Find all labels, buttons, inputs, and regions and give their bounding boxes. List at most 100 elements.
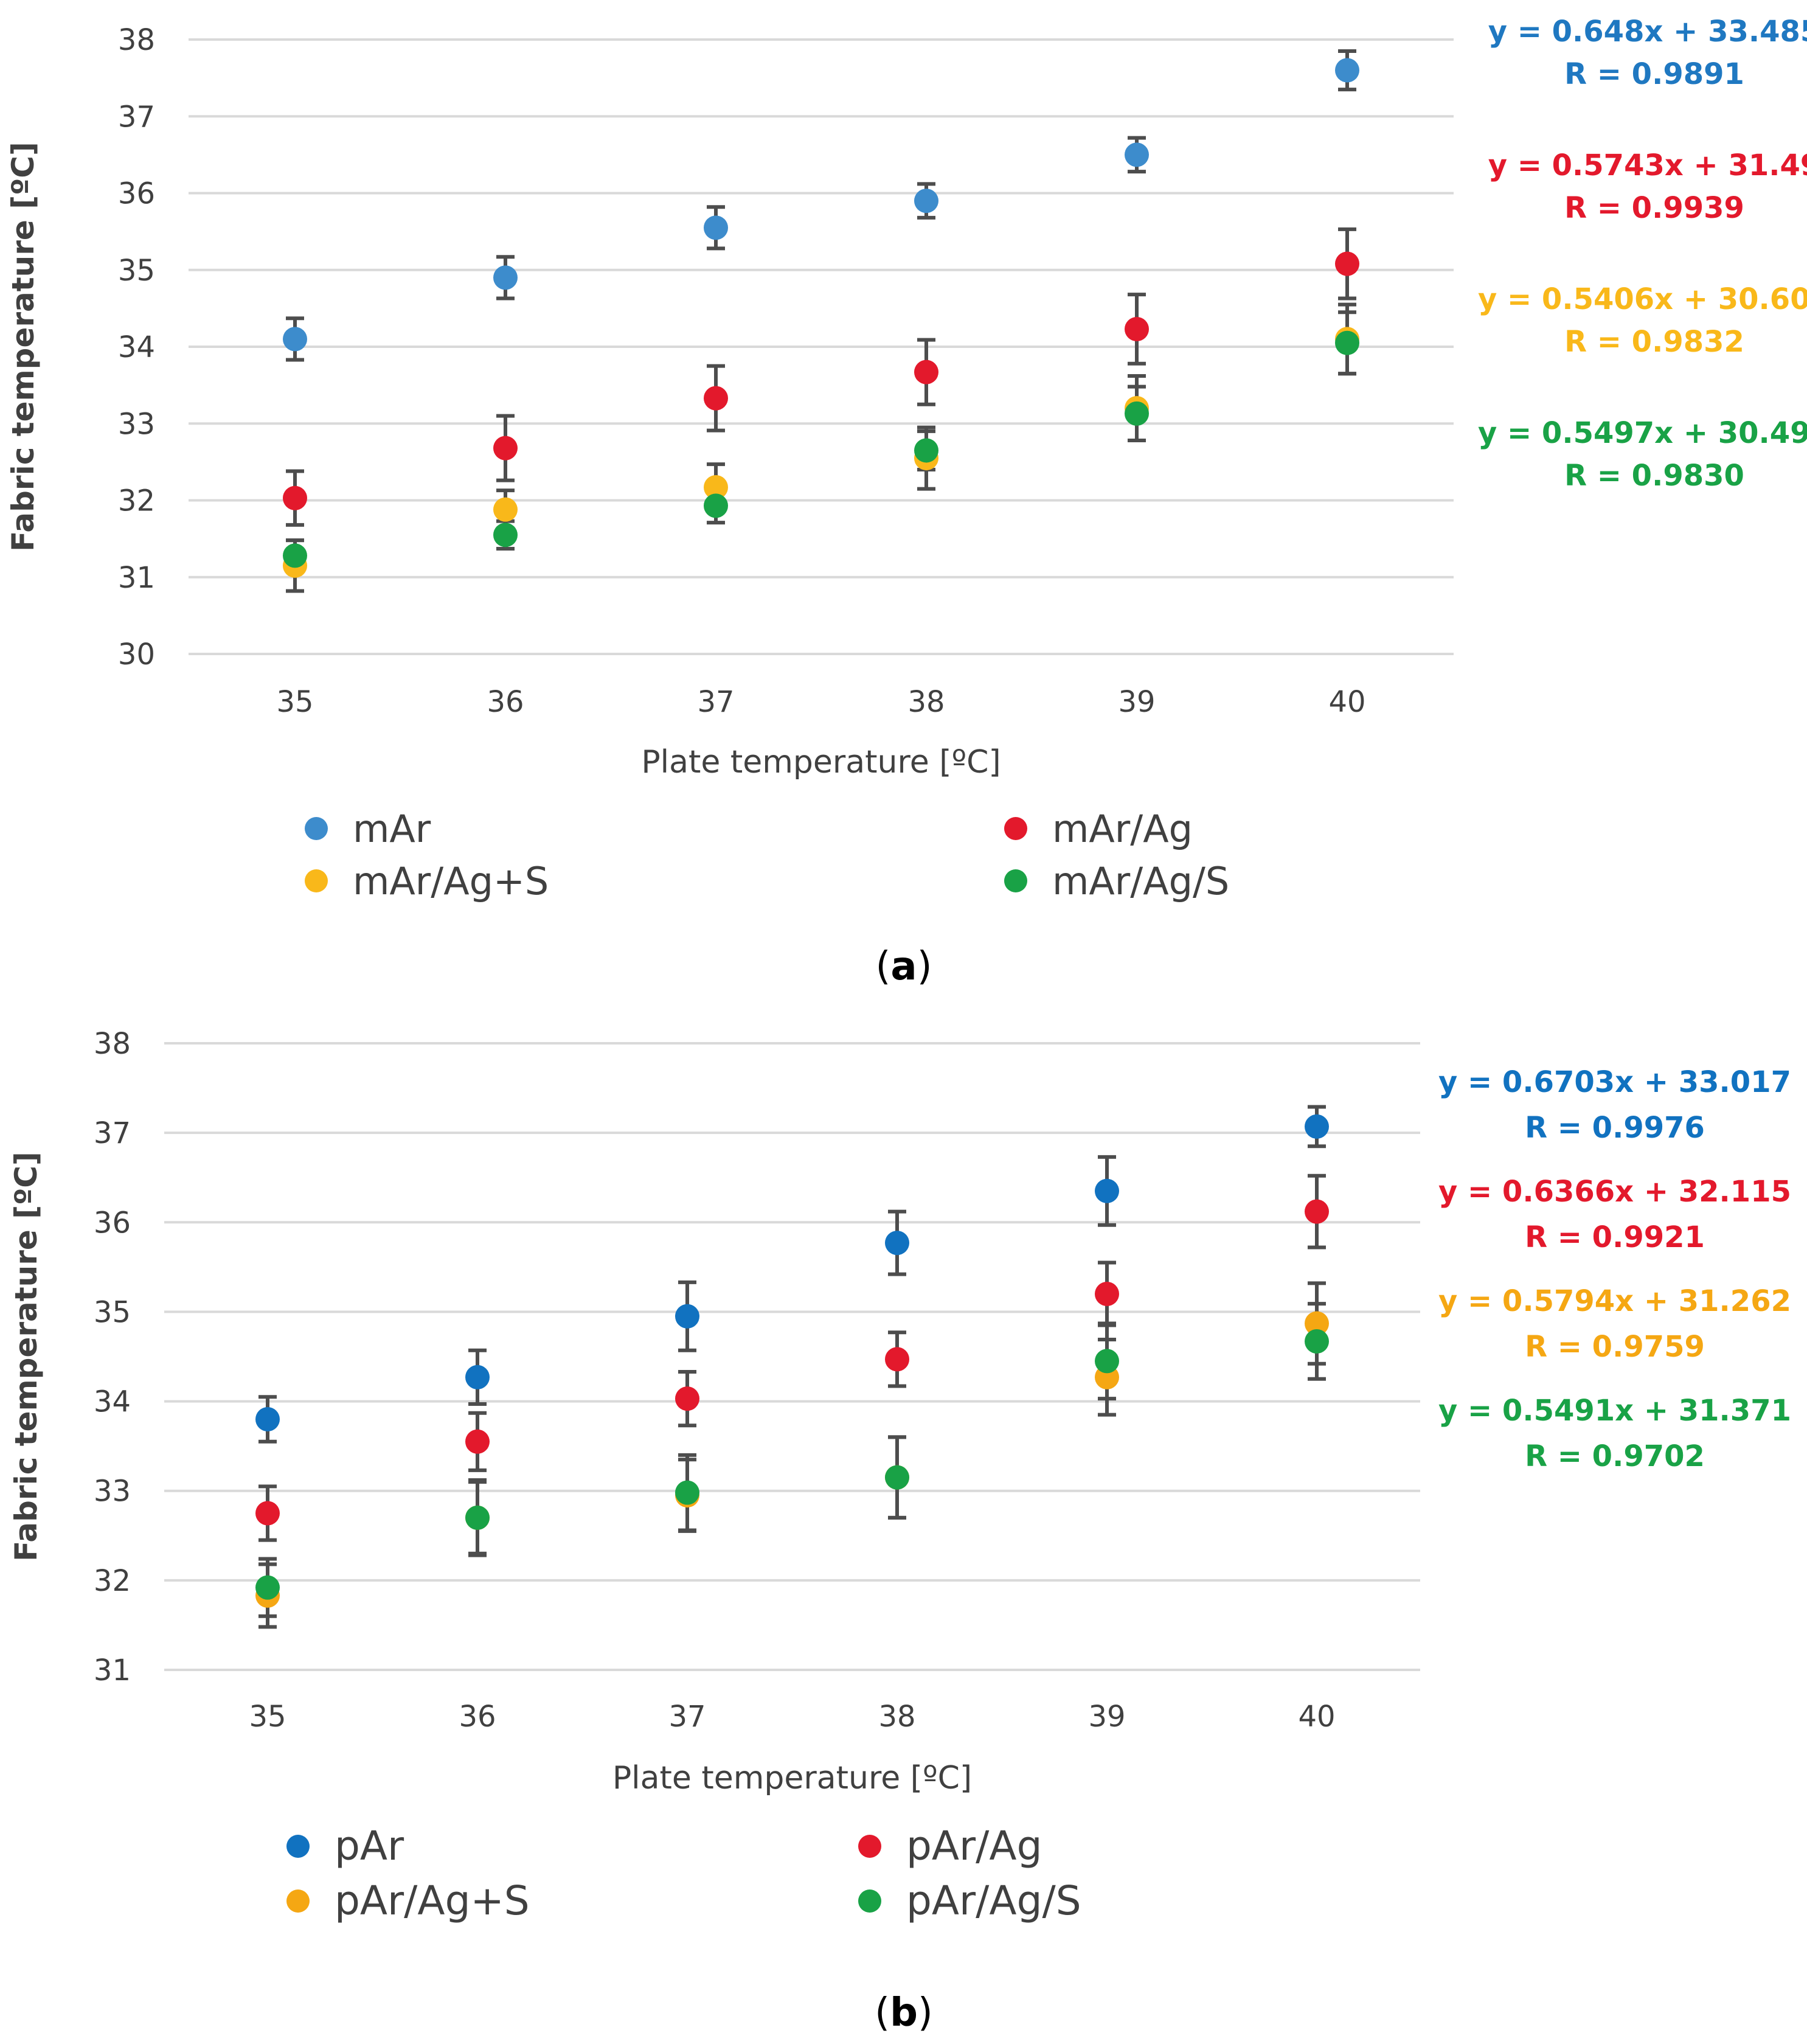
data-point <box>1305 1329 1329 1354</box>
data-point <box>1305 1311 1329 1336</box>
r-value: R = 0.9832 <box>1564 325 1744 359</box>
legend-label: pAr <box>335 1823 404 1869</box>
data-point <box>704 475 728 500</box>
x-tick-label: 36 <box>459 1700 496 1734</box>
regression-equation: y = 0.6366x + 32.115 <box>1438 1175 1791 1209</box>
r-value: R = 0.9702 <box>1525 1439 1705 1473</box>
regression-equation: y = 0.5794x + 31.262 <box>1438 1284 1791 1318</box>
y-tick-label: 37 <box>118 100 155 134</box>
data-point <box>885 1231 909 1256</box>
legend-marker <box>286 1889 310 1913</box>
legend-marker <box>858 1835 881 1858</box>
x-tick-label: 38 <box>907 685 945 719</box>
regression-equation: y = 0.5491x + 31.371 <box>1438 1394 1791 1428</box>
regression-equation: y = 0.5743x + 31.49 <box>1488 148 1807 182</box>
x-axis-title: Plate temperature [ºC] <box>641 744 1001 780</box>
y-tick-label: 35 <box>94 1295 131 1329</box>
y-tick-label: 36 <box>118 177 155 211</box>
data-point <box>493 265 518 290</box>
x-tick-label: 37 <box>697 685 734 719</box>
data-point <box>283 485 307 510</box>
panel-caption: (a) <box>875 944 932 989</box>
legend-label: pAr/Ag/S <box>906 1877 1081 1924</box>
regression-equation: y = 0.5406x + 30.608 <box>1478 282 1807 316</box>
y-tick-label: 38 <box>94 1027 131 1061</box>
data-point <box>1125 142 1149 167</box>
r-value: R = 0.9891 <box>1564 57 1744 91</box>
y-tick-label: 33 <box>94 1475 131 1509</box>
data-point <box>255 1501 280 1526</box>
data-point <box>675 1480 699 1505</box>
data-point <box>1095 1349 1119 1374</box>
y-tick-label: 37 <box>94 1116 131 1150</box>
regression-equation: y = 0.6703x + 33.017 <box>1438 1065 1791 1099</box>
data-point <box>283 543 307 568</box>
data-point <box>675 1386 699 1411</box>
data-point <box>465 1364 490 1389</box>
data-point <box>704 493 728 518</box>
data-point <box>1125 401 1149 426</box>
legend-marker <box>305 817 328 840</box>
x-tick-label: 37 <box>668 1700 706 1734</box>
y-tick-label: 32 <box>118 484 155 518</box>
r-value: R = 0.9759 <box>1525 1330 1705 1364</box>
data-point <box>255 1407 280 1431</box>
x-tick-label: 36 <box>487 685 524 719</box>
x-tick-label: 40 <box>1298 1700 1335 1734</box>
legend-label: pAr/Ag <box>906 1823 1042 1869</box>
y-tick-label: 31 <box>118 561 155 595</box>
y-tick-label: 34 <box>94 1385 131 1419</box>
chart-a: 30 31 32 33 34 35 36 37 38 35 36 37 38 39 40 Plate temp… <box>5 15 1807 989</box>
y-tick-label: 30 <box>118 638 155 672</box>
data-point <box>914 438 938 463</box>
data-point <box>1095 1178 1119 1203</box>
legend-label: mAr <box>353 807 431 851</box>
data-point <box>914 189 938 214</box>
x-axis-title: Plate temperature [ºC] <box>612 1760 972 1796</box>
x-tick-label: 39 <box>1088 1700 1125 1734</box>
legend-marker <box>1004 817 1027 840</box>
data-point <box>465 1505 490 1530</box>
data-point <box>885 1465 909 1490</box>
regression-equation: y = 0.5497x + 30.499 <box>1478 416 1807 450</box>
legend-marker <box>286 1835 310 1858</box>
data-point <box>1305 1199 1329 1224</box>
data-point <box>704 386 728 411</box>
legend-label: mAr/Ag+S <box>353 859 549 903</box>
data-point <box>493 436 518 461</box>
r-value: R = 0.9830 <box>1564 459 1744 493</box>
y-axis-title: Fabric temperature [ºC] <box>5 142 41 552</box>
data-point <box>1305 1114 1329 1139</box>
y-tick-label: 33 <box>118 407 155 441</box>
data-point <box>283 327 307 352</box>
r-value: R = 0.9939 <box>1564 191 1744 225</box>
y-tick-label: 35 <box>118 254 155 288</box>
data-point <box>704 215 728 240</box>
x-tick-label: 35 <box>249 1700 286 1734</box>
data-point <box>914 360 938 384</box>
y-tick-label: 32 <box>94 1564 131 1598</box>
data-point <box>493 523 518 548</box>
legend-label: pAr/Ag+S <box>335 1877 530 1924</box>
data-point <box>1335 330 1359 355</box>
data-point <box>1335 58 1359 83</box>
r-value: R = 0.9976 <box>1525 1111 1705 1145</box>
y-tick-label: 34 <box>118 330 155 364</box>
legend-label: mAr/Ag <box>1052 807 1193 851</box>
x-tick-label: 40 <box>1328 685 1365 719</box>
data-point <box>493 497 518 522</box>
chart-b: 31 32 33 34 35 36 37 38 35 36 37 38 39 40 Plate temper… <box>9 1027 1791 2035</box>
r-value: R = 0.9921 <box>1525 1220 1705 1254</box>
legend-marker <box>305 869 328 892</box>
data-point <box>1335 251 1359 276</box>
panel-caption: (b) <box>875 1990 933 2035</box>
data-point <box>1095 1282 1119 1306</box>
data-point <box>1125 316 1149 341</box>
regression-equation: y = 0.648x + 33.485 <box>1488 15 1807 49</box>
data-point <box>675 1304 699 1329</box>
x-tick-label: 38 <box>878 1700 915 1734</box>
data-point <box>255 1575 280 1600</box>
x-tick-label: 35 <box>276 685 313 719</box>
y-axis-title: Fabric temperature [ºC] <box>9 1152 44 1562</box>
